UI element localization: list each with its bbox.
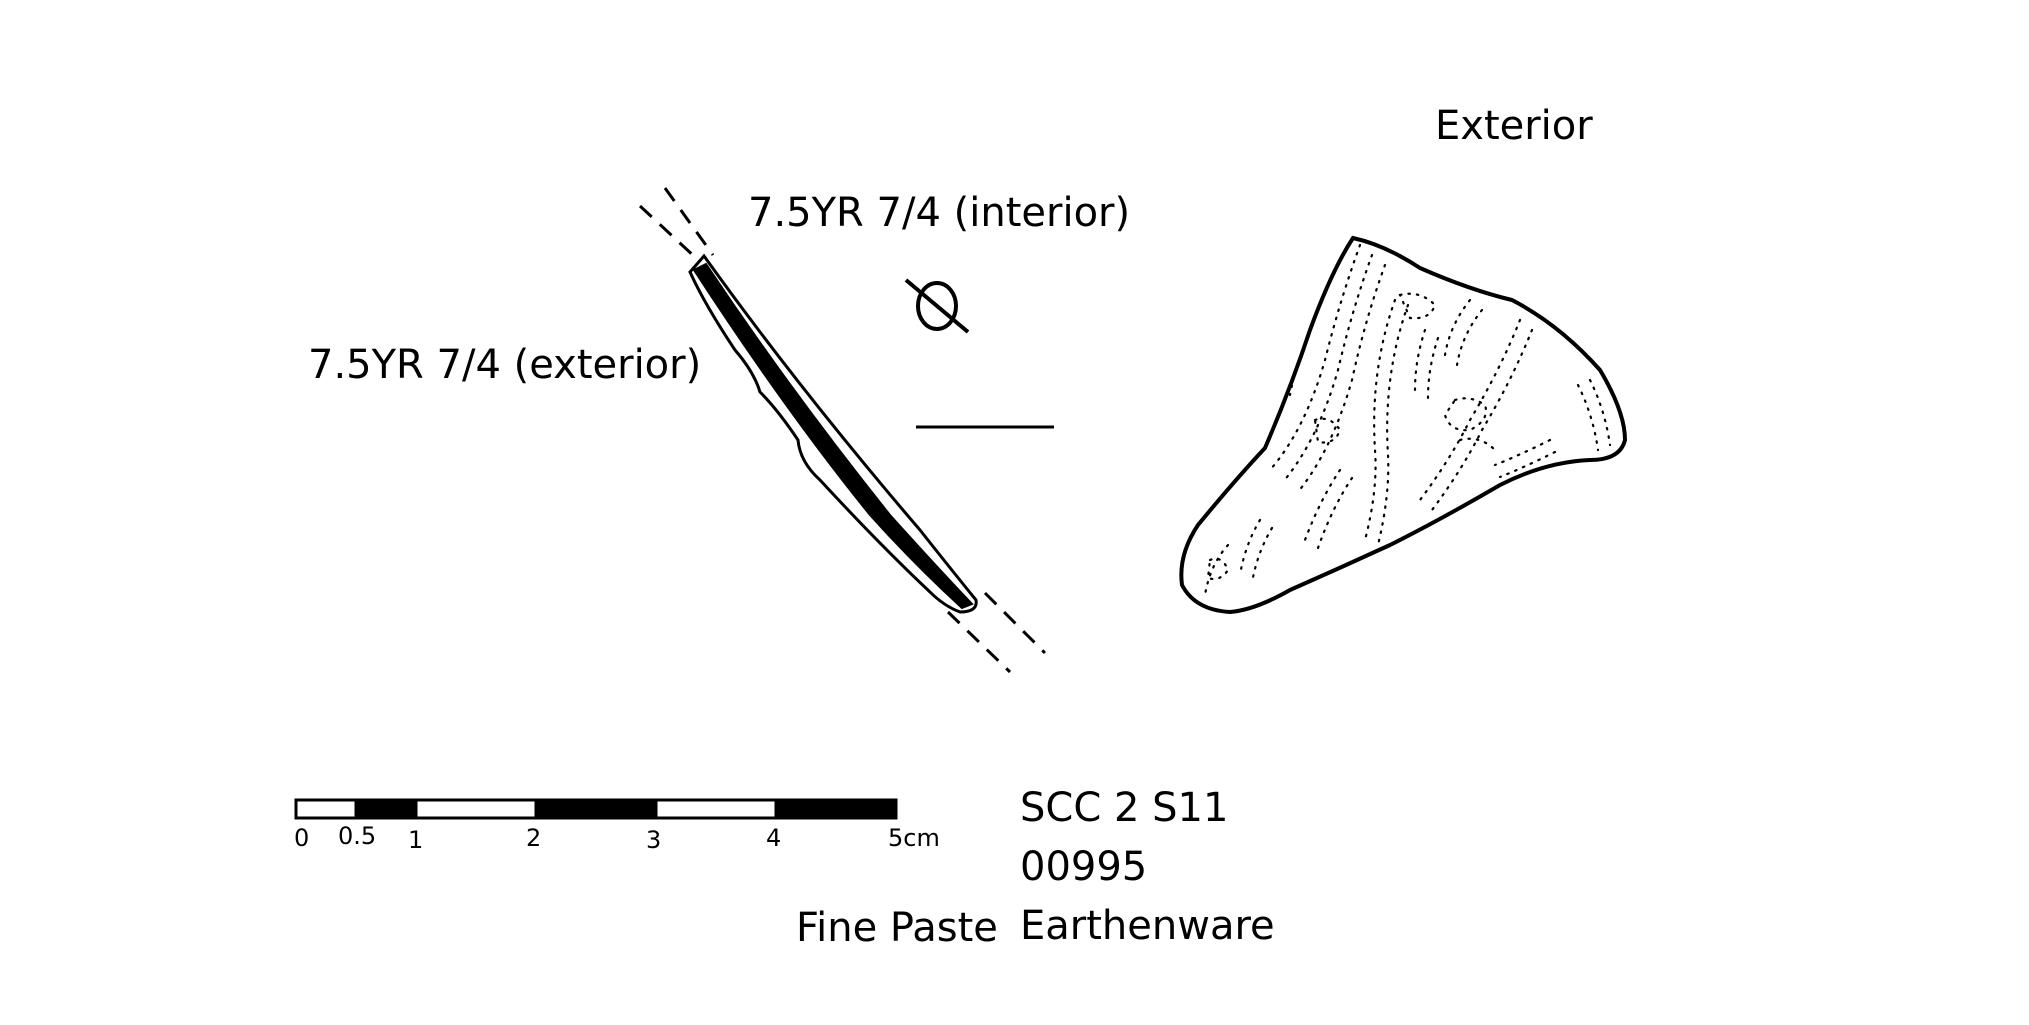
- scale-seg-0: [294, 798, 358, 820]
- scale-tick-label: 3: [646, 826, 662, 854]
- ware-type: Earthenware: [1020, 903, 1275, 949]
- profile-section-core: [692, 262, 974, 610]
- scale-seg-4: [654, 798, 778, 820]
- exterior-view-label: Exterior: [1435, 103, 1593, 149]
- scale-seg-1: [354, 798, 418, 820]
- scale-bar: [294, 798, 898, 820]
- scale-tick-label: 0.5: [338, 822, 377, 850]
- specimen-number: 00995: [1020, 844, 1148, 890]
- scale-tick-label: 2: [526, 824, 542, 852]
- scale-tick-label: 4: [766, 824, 782, 852]
- scale-tick-label: 5cm: [888, 824, 940, 852]
- diameter-symbol: [904, 278, 970, 334]
- scale-seg-5: [774, 798, 898, 820]
- exterior-sherd: [1179, 235, 1628, 615]
- scale-frame: [294, 798, 898, 820]
- interior-color-label: 7.5YR 7/4 (interior): [748, 190, 1131, 236]
- profile-dashed-extension: [638, 187, 1047, 674]
- exterior-color-label: 7.5YR 7/4 (exterior): [308, 342, 702, 388]
- scale-seg-2: [414, 798, 538, 820]
- scale-tick-label: 0: [294, 824, 310, 852]
- specimen-code: SCC 2 S11: [1020, 785, 1229, 831]
- scale-seg-3: [534, 798, 658, 820]
- paste-type: Fine Paste: [796, 905, 998, 951]
- scale-tick-label: 1: [408, 826, 424, 854]
